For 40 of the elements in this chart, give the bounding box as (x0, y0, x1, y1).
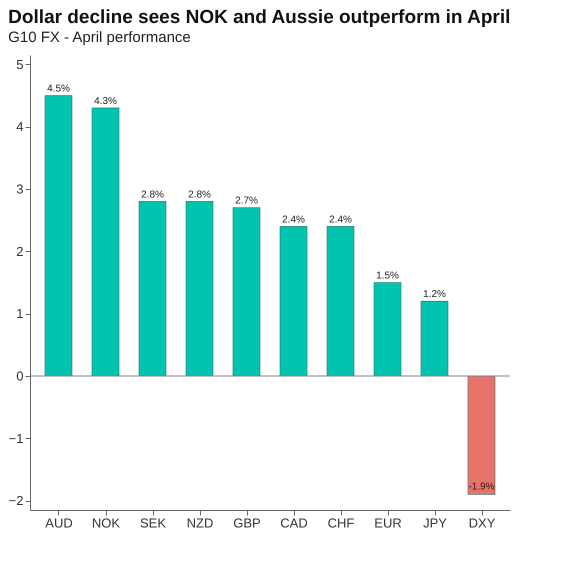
x-tick-label: EUR (374, 516, 402, 530)
bar (326, 226, 354, 376)
data-label: 2.8% (141, 189, 164, 200)
x-tick-label: NOK (92, 516, 120, 530)
data-label: 2.8% (188, 189, 212, 200)
x-tick-label: CHF (328, 516, 354, 530)
data-label: 4.5% (47, 84, 70, 95)
y-tick-label: 1 (16, 306, 24, 322)
bar (374, 282, 402, 376)
data-label: 2.4% (329, 214, 352, 226)
data-label: 2.7% (235, 196, 258, 207)
x-tick-label: NZD (186, 516, 214, 530)
data-label: -1.9% (468, 481, 495, 492)
bar (44, 95, 72, 376)
y-tick-label: 4 (16, 119, 24, 134)
bar (138, 201, 166, 376)
y-tick-label: −1 (8, 430, 24, 446)
x-tick-label: DXY (468, 516, 496, 530)
x-tick-label: GBP (233, 516, 261, 530)
bar (232, 207, 260, 376)
data-label: 2.4% (282, 214, 306, 226)
y-tick-label: 2 (16, 244, 24, 259)
y-tick-label: −2 (8, 493, 24, 508)
x-tick-label: AUD (45, 516, 73, 530)
data-label: 1.2% (423, 289, 446, 300)
bar (186, 201, 214, 376)
bar (92, 108, 120, 376)
bar (420, 300, 448, 376)
y-tick-label: 3 (16, 182, 24, 197)
data-label: 4.3% (94, 96, 118, 107)
data-label: 1.5% (376, 270, 400, 282)
y-tick-label: 0 (16, 368, 24, 384)
bar (468, 376, 496, 495)
x-tick-label: CAD (280, 516, 308, 530)
x-tick-label: SEK (140, 516, 166, 530)
chart-subtitle: G10 FX - April performance (8, 29, 191, 46)
x-tick-label: JPY (423, 516, 448, 530)
bar (280, 226, 308, 376)
chart-title: Dollar decline sees NOK and Aussie outperform in April (8, 7, 510, 28)
y-tick-label: 5 (16, 56, 24, 72)
